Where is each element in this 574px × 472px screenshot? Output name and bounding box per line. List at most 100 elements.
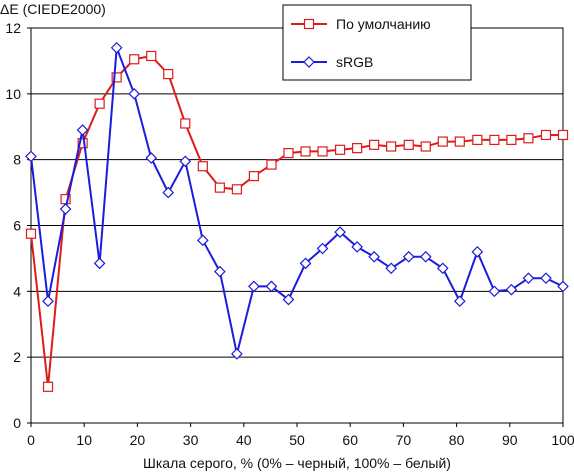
data-point xyxy=(94,98,105,109)
data-point xyxy=(77,138,88,149)
x-tick-label: 60 xyxy=(342,432,358,448)
data-point xyxy=(540,272,552,285)
data-point xyxy=(93,257,106,270)
x-axis-title: Шкала серого, % (0% – черный, 100% – бел… xyxy=(143,455,451,471)
data-point xyxy=(557,129,569,141)
data-point xyxy=(368,250,380,263)
data-point xyxy=(471,245,484,258)
y-tick-label: 2 xyxy=(13,349,21,365)
x-tick-label: 80 xyxy=(449,432,465,448)
data-point xyxy=(59,203,72,215)
x-tick-label: 0 xyxy=(27,432,35,448)
x-tick-label: 100 xyxy=(551,432,574,448)
y-tick-label: 8 xyxy=(13,152,21,168)
y-tick-label: 12 xyxy=(5,20,21,36)
data-point xyxy=(180,118,191,129)
data-point xyxy=(179,155,192,168)
x-tick-label: 40 xyxy=(236,432,252,448)
legend-marker xyxy=(303,18,315,30)
data-point xyxy=(76,124,89,136)
data-point xyxy=(317,146,328,157)
series-1 xyxy=(25,50,569,392)
data-point xyxy=(437,136,448,147)
legend-item-1: По умолчанию xyxy=(291,16,431,32)
x-tick-label: 90 xyxy=(502,432,518,448)
data-point xyxy=(248,280,260,293)
data-point xyxy=(316,242,329,255)
data-point xyxy=(506,134,517,146)
data-point xyxy=(436,262,449,275)
data-point xyxy=(522,272,535,285)
data-point xyxy=(197,161,208,172)
data-point xyxy=(488,285,501,298)
data-point xyxy=(403,139,414,150)
data-point xyxy=(386,141,397,152)
x-tick-label: 20 xyxy=(130,432,146,448)
data-point xyxy=(454,136,465,147)
x-tick-label: 50 xyxy=(289,432,305,448)
data-point xyxy=(352,143,363,154)
data-point xyxy=(300,146,311,157)
data-point xyxy=(146,50,157,62)
data-point xyxy=(453,295,466,308)
data-point xyxy=(129,54,140,65)
legend-item-2: sRGB xyxy=(291,54,373,70)
y-tick-label: 0 xyxy=(13,415,21,431)
data-point xyxy=(334,144,346,155)
legend-label: sRGB xyxy=(336,54,373,70)
data-point xyxy=(505,283,518,296)
data-point xyxy=(42,295,54,308)
data-point xyxy=(472,134,483,146)
data-point xyxy=(214,265,226,278)
y-tick-label: 10 xyxy=(5,86,21,102)
x-tick-label: 30 xyxy=(183,432,199,448)
data-point xyxy=(266,159,277,170)
y-tick-label: 4 xyxy=(13,283,21,299)
y-axis-title: ΔE (CIEDE2000) xyxy=(0,1,106,17)
data-point xyxy=(369,139,380,150)
data-point xyxy=(385,262,398,275)
y-tick-label: 6 xyxy=(13,218,21,234)
series-layer xyxy=(25,41,569,392)
data-point xyxy=(163,68,174,80)
data-point xyxy=(523,133,534,144)
legend-items: По умолчанию sRGB xyxy=(291,16,431,70)
legend-marker xyxy=(303,56,315,68)
series-line xyxy=(30,47,564,355)
data-point xyxy=(282,293,295,306)
data-point xyxy=(402,250,415,263)
data-point xyxy=(299,257,312,270)
data-point xyxy=(128,87,141,100)
series-line xyxy=(30,54,563,387)
data-point xyxy=(351,241,363,253)
legend-label: По умолчанию xyxy=(336,16,431,32)
data-point xyxy=(334,226,346,238)
legend-box xyxy=(282,4,472,81)
data-point xyxy=(25,228,37,239)
data-point xyxy=(214,182,225,193)
x-tick-label: 10 xyxy=(76,432,92,448)
data-point xyxy=(196,234,209,247)
data-point xyxy=(283,147,294,159)
data-point xyxy=(231,348,243,360)
data-point xyxy=(111,72,122,83)
data-point xyxy=(557,280,569,293)
grid-layer xyxy=(31,93,563,358)
data-point xyxy=(419,250,432,263)
data-point xyxy=(265,280,278,293)
data-point xyxy=(162,186,175,199)
series-2 xyxy=(25,41,569,360)
data-point xyxy=(110,41,123,54)
data-point xyxy=(42,381,54,392)
data-point xyxy=(540,129,552,141)
data-point xyxy=(145,152,158,164)
data-point xyxy=(25,150,37,163)
x-tick-label: 70 xyxy=(396,432,412,448)
data-point xyxy=(248,171,260,182)
data-point xyxy=(489,134,500,146)
legend: По умолчанию sRGB xyxy=(282,4,472,81)
data-point xyxy=(420,141,431,152)
data-point xyxy=(231,184,242,195)
tick-layer: 0 2 4 6 8 10 12 0 10 20 30 40 50 60 70 80 90 100 xyxy=(5,20,574,448)
